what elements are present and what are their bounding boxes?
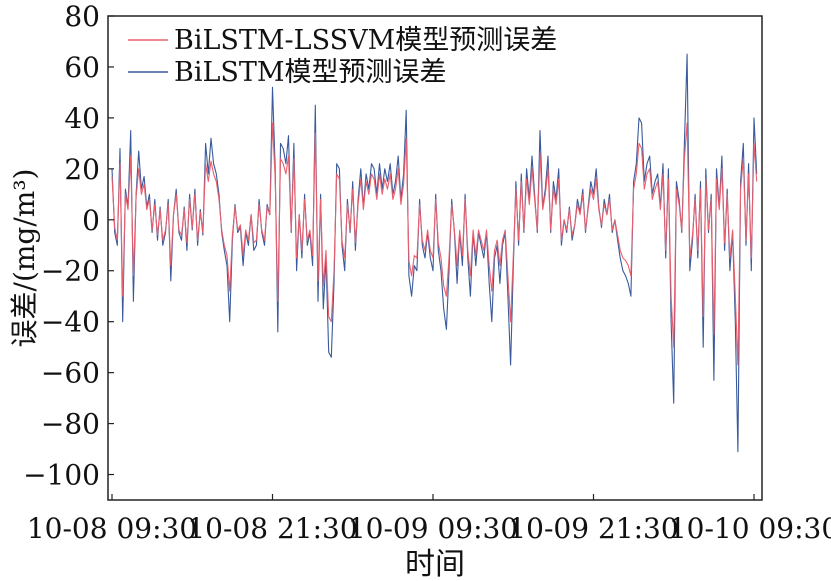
y-tick-label: −80 (41, 408, 100, 441)
x-tick-label: 10-10 09:30 (669, 512, 831, 545)
x-tick-label: 10-08 21:30 (187, 512, 357, 545)
plot-lines (111, 53, 758, 453)
y-tick-label: 20 (64, 153, 100, 186)
y-axis-title: 误差/(mg/m³) (8, 169, 41, 348)
plot-frame (107, 15, 763, 501)
y-tick-label: −100 (23, 459, 100, 492)
series-line-1 (111, 122, 758, 366)
y-tick-label: 80 (64, 0, 100, 33)
x-tick-label: 10-09 21:30 (508, 512, 678, 545)
y-tick-label: 0 (82, 204, 100, 237)
y-axis: 80 60 40 20 0 −20 −40 −60 −80 −100 (23, 0, 114, 492)
y-tick-label: 60 (64, 51, 100, 84)
y-tick-label: −40 (41, 306, 100, 339)
y-tick-label: −20 (41, 255, 100, 288)
y-tick-label: 40 (64, 102, 100, 135)
x-axis-title: 时间 (405, 547, 465, 581)
series-line-0 (111, 53, 758, 453)
legend-label: BiLSTM模型预测误差 (174, 57, 447, 88)
y-tick-label: −60 (41, 357, 100, 390)
x-tick-label: 10-08 09:30 (27, 512, 197, 545)
x-tick-label: 10-09 09:30 (348, 512, 518, 545)
legend-label: BiLSTM-LSSVM模型预测误差 (174, 25, 557, 56)
